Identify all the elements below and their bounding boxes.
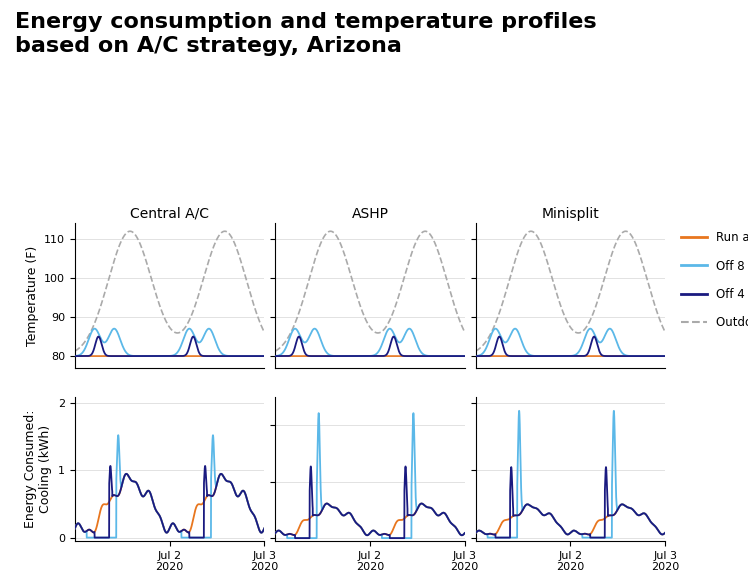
Y-axis label: Temperature (F): Temperature (F) <box>25 245 39 346</box>
Title: ASHP: ASHP <box>352 207 388 221</box>
Title: Central A/C: Central A/C <box>130 207 209 221</box>
Legend: Run all day, Off 8 hours, Off 4 hours, Outdoor Temp: Run all day, Off 8 hours, Off 4 hours, O… <box>676 226 748 334</box>
Text: Energy consumption and temperature profiles
based on A/C strategy, Arizona: Energy consumption and temperature profi… <box>15 12 597 56</box>
Y-axis label: Energy Consumed:
Cooling (kWh): Energy Consumed: Cooling (kWh) <box>25 410 52 528</box>
Title: Minisplit: Minisplit <box>542 207 599 221</box>
